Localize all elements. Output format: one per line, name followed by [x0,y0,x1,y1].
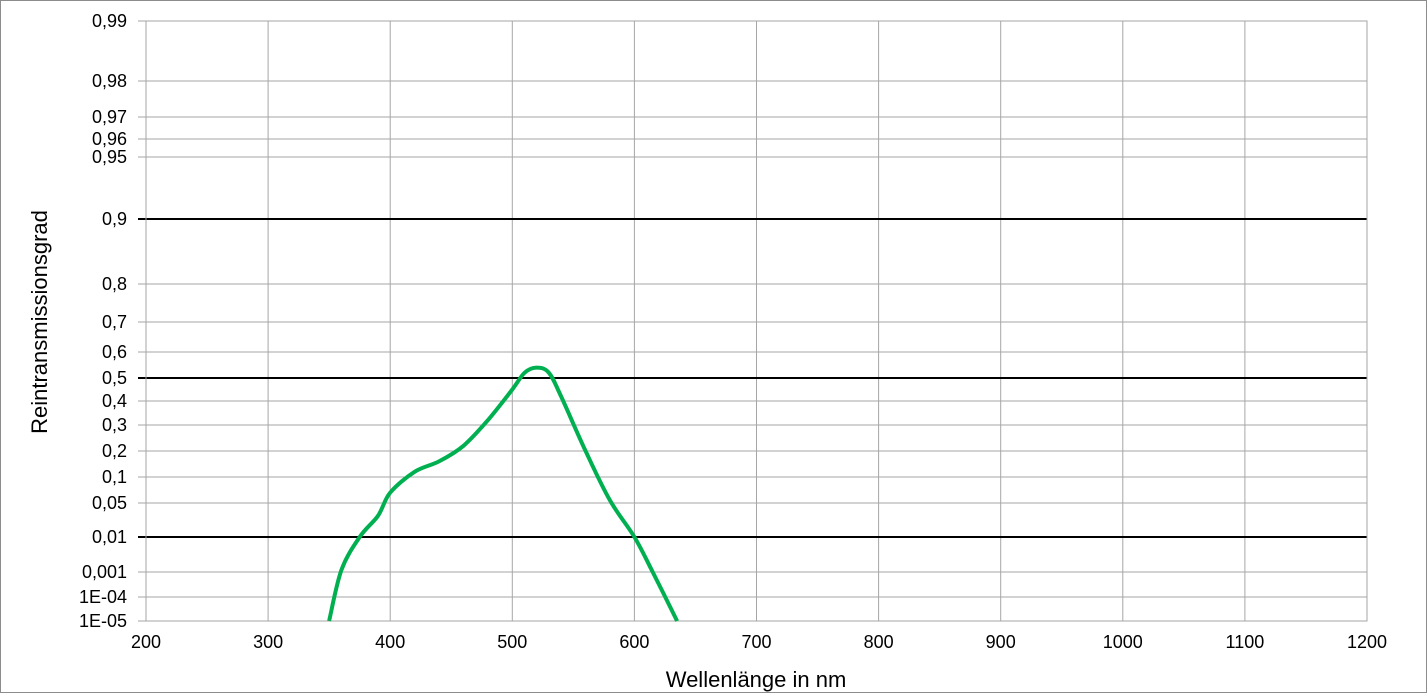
y-tick-label: 0,95 [92,147,127,167]
x-axis-title: Wellenlänge in nm [666,667,847,692]
y-tick-label: 0,05 [92,493,127,513]
series-layer [327,365,679,622]
y-tick-label: 0,99 [92,11,127,31]
y-tick-label: 0,01 [92,527,127,547]
y-tick-label: 0,3 [102,415,127,435]
y-tick-label: 0,96 [92,129,127,149]
series-line [327,365,679,622]
y-tick-label: 0,4 [102,391,127,411]
y-tick-label: 0,5 [102,368,127,388]
x-tick-label: 200 [131,632,161,652]
y-tick-label: 1E-04 [79,587,127,607]
y-tick-label: 0,8 [102,274,127,294]
x-tick-labels: 200 300 400 500 600 700 800 900 1000 1100 1200 [131,632,1387,652]
x-tick-label: 700 [741,632,771,652]
y-tick-label: 0,001 [82,562,127,582]
x-tick-label: 600 [619,632,649,652]
y-tick-label: 0,6 [102,342,127,362]
y-tick-label: 0,98 [92,71,127,91]
y-tick-label: 0,9 [102,209,127,229]
y-tick-label: 0,1 [102,467,127,487]
grid [138,20,1368,622]
x-tick-label: 1000 [1103,632,1143,652]
y-tick-labels: 0,99 0,98 0,970,960,95 0,9 0,8 0,7 0,6 0,5 0,4 0,… [79,11,127,631]
x-tick-label: 800 [864,632,894,652]
y-tick-label: 0,7 [102,312,127,332]
y-axis-title: Reintransmissionsgrad [27,210,52,434]
x-tick-label: 1200 [1347,632,1387,652]
plot-area-border [145,20,1368,622]
y-tick-label: 0,2 [102,441,127,461]
x-tick-label: 400 [375,632,405,652]
y-tick-label: 1E-05 [79,611,127,631]
x-tick-label: 300 [253,632,283,652]
y-tick-label: 0,97 [92,107,127,127]
x-tick-label: 900 [986,632,1016,652]
x-tick-label: 1100 [1226,632,1265,652]
x-tick-label: 500 [497,632,527,652]
